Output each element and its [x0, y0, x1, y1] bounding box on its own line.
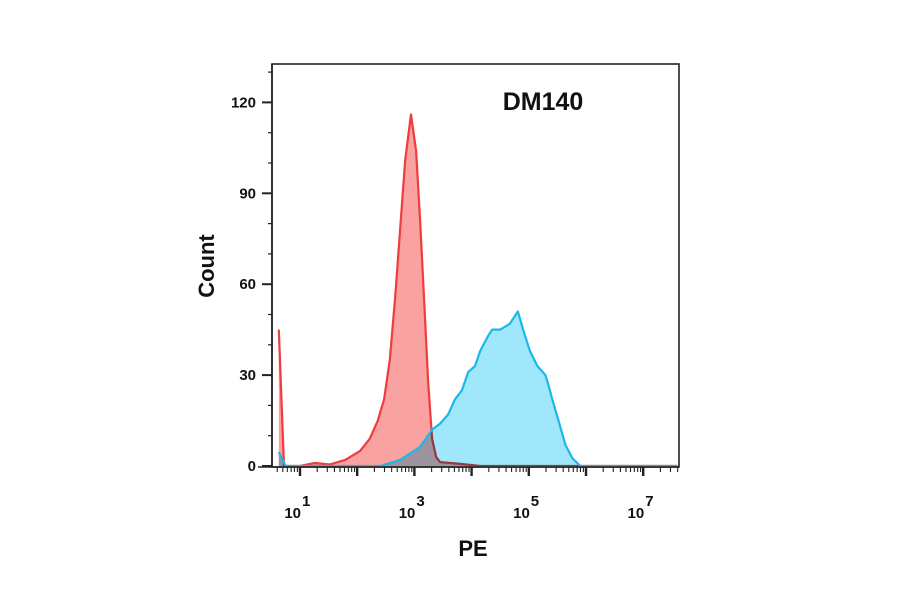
chart-title: DM140 — [503, 88, 584, 116]
x-axis-title: PE — [458, 536, 487, 561]
x-tick-exponent: 5 — [531, 493, 539, 510]
x-tick-label: 10 — [284, 505, 301, 522]
plot-area — [277, 113, 678, 466]
x-tick-exponent: 1 — [302, 493, 310, 510]
y-tick-label: 90 — [239, 185, 256, 202]
x-tick-exponent: 3 — [416, 493, 424, 510]
x-tick-label: 10 — [399, 505, 416, 522]
series-1-line — [277, 310, 678, 466]
x-tick-exponent: 7 — [645, 493, 653, 510]
y-tick-label: 0 — [248, 458, 256, 475]
y-tick-label: 120 — [231, 94, 256, 111]
y-axis: 0 30 60 90 120 — [231, 64, 273, 475]
y-tick-label: 60 — [239, 276, 256, 293]
y-tick-label: 30 — [239, 367, 256, 384]
x-tick-label: 10 — [513, 505, 530, 522]
series-1-fill — [278, 311, 678, 466]
x-tick-label: 10 — [628, 505, 645, 522]
y-axis-title: Count — [194, 234, 219, 298]
